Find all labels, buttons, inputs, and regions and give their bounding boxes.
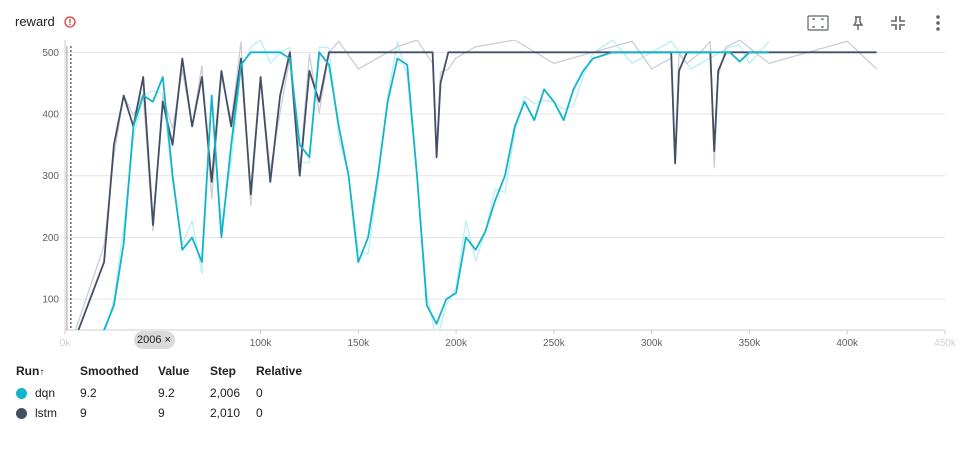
- close-icon[interactable]: ×: [164, 334, 171, 346]
- fit-domain-icon[interactable]: [806, 12, 830, 34]
- header-relative[interactable]: Relative: [256, 364, 303, 378]
- y-tick-label: 100: [42, 295, 59, 306]
- header-value[interactable]: Value: [158, 364, 190, 378]
- header-smoothed[interactable]: Smoothed: [80, 364, 139, 378]
- cursor-step-label: 2006: [137, 334, 162, 346]
- y-tick-label: 400: [42, 110, 59, 121]
- run-name: lstm: [35, 406, 57, 420]
- dqn-color-dot: [16, 388, 27, 399]
- line-chart[interactable]: 1002003004005000k50k100k150k200k250k300k…: [0, 40, 963, 352]
- step-value: 2,010: [210, 406, 241, 420]
- relative-value: 0: [256, 406, 263, 420]
- run-name: dqn: [35, 386, 56, 400]
- collapse-icon[interactable]: [887, 12, 909, 34]
- y-tick-label: 300: [42, 171, 59, 182]
- x-tick-label: 450k: [934, 338, 957, 349]
- x-tick-label: 200k: [445, 338, 468, 349]
- plot-area: [74, 40, 878, 330]
- cursor-step-badge: 2006 ×: [134, 331, 175, 349]
- header-step[interactable]: Step: [210, 364, 237, 378]
- legend-row-dqn[interactable]: dqn 9.2 9.2 2,006 0: [16, 386, 302, 406]
- x-tick-label: 100k: [250, 338, 273, 349]
- smoothed-value: 9: [80, 406, 87, 420]
- legend-table: Run↑ Smoothed Value Step Relative dqn 9.…: [16, 364, 302, 426]
- lstm-color-dot: [16, 408, 27, 419]
- x-tick-label: 350k: [739, 338, 762, 349]
- x-tick-label: 150k: [347, 338, 370, 349]
- x-tick-label: 400k: [836, 338, 859, 349]
- legend-row-lstm[interactable]: lstm 9 9 2,010 0: [16, 406, 302, 426]
- y-tick-label: 200: [42, 233, 59, 244]
- sort-arrow-icon: ↑: [39, 367, 45, 378]
- raw-value: 9: [158, 406, 165, 420]
- lstm-raw-line: [74, 40, 878, 330]
- header-run[interactable]: Run↑: [16, 364, 45, 378]
- smoothed-value: 9.2: [80, 386, 97, 400]
- more-vert-icon[interactable]: [927, 12, 949, 34]
- x-tick-label: 300k: [641, 338, 664, 349]
- chart-title: reward: [15, 14, 55, 29]
- dqn-raw-line: [104, 40, 770, 330]
- y-tick-label: 500: [42, 48, 59, 59]
- x-tick-label: 250k: [543, 338, 566, 349]
- dqn-smoothed-line: [102, 51, 769, 330]
- x-tick-label: 0k: [60, 338, 72, 349]
- step-value: 2,006: [210, 386, 241, 400]
- relative-value: 0: [256, 386, 263, 400]
- lstm-smoothed-line: [77, 51, 877, 330]
- pin-icon[interactable]: [847, 12, 869, 34]
- raw-value: 9.2: [158, 386, 175, 400]
- warning-circle-icon[interactable]: [64, 15, 76, 33]
